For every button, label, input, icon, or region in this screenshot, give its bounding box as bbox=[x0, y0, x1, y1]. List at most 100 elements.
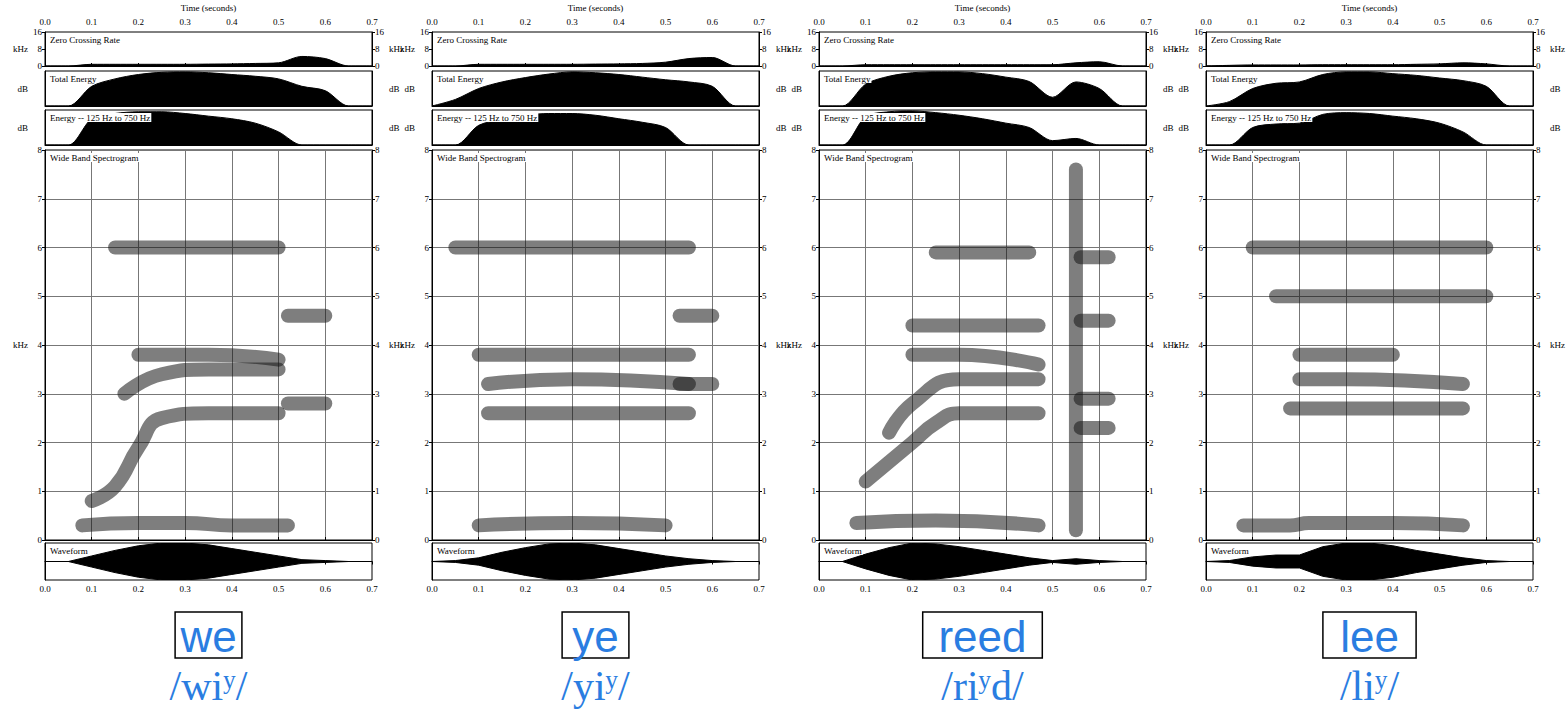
svg-text:Time (seconds): Time (seconds) bbox=[568, 3, 623, 13]
svg-text:0.6: 0.6 bbox=[1481, 584, 1493, 594]
svg-text:2: 2 bbox=[762, 438, 767, 448]
svg-text:dB: dB bbox=[17, 84, 28, 94]
svg-text:Wide Band Spectrogram: Wide Band Spectrogram bbox=[50, 153, 139, 163]
svg-text:0.1: 0.1 bbox=[473, 584, 484, 594]
svg-text:0.1: 0.1 bbox=[473, 17, 484, 27]
svg-text:8: 8 bbox=[812, 44, 817, 54]
svg-text:3: 3 bbox=[1536, 389, 1541, 399]
svg-text:0.4: 0.4 bbox=[1387, 17, 1399, 27]
svg-text:dB: dB bbox=[1550, 123, 1561, 133]
svg-text:dB: dB bbox=[1550, 84, 1561, 94]
svg-text:8: 8 bbox=[812, 145, 817, 155]
svg-text:0.0: 0.0 bbox=[426, 17, 438, 27]
svg-text:kHz: kHz bbox=[787, 44, 802, 54]
svg-text:5: 5 bbox=[812, 291, 817, 301]
svg-text:3: 3 bbox=[762, 389, 767, 399]
svg-text:Wide Band Spectrogram: Wide Band Spectrogram bbox=[437, 153, 526, 163]
svg-text:7: 7 bbox=[1149, 194, 1154, 204]
svg-text:0.7: 0.7 bbox=[753, 17, 765, 27]
svg-text:Waveform: Waveform bbox=[50, 546, 88, 556]
svg-text:8: 8 bbox=[762, 44, 767, 54]
svg-text:16: 16 bbox=[762, 27, 772, 37]
svg-text:Total Energy: Total Energy bbox=[437, 74, 484, 84]
svg-text:0: 0 bbox=[1199, 61, 1204, 71]
svg-text:kHz: kHz bbox=[400, 44, 415, 54]
svg-text:7: 7 bbox=[1536, 194, 1541, 204]
svg-text:0.5: 0.5 bbox=[273, 584, 285, 594]
svg-text:0.6: 0.6 bbox=[707, 584, 719, 594]
svg-text:1: 1 bbox=[812, 486, 817, 496]
svg-text:4: 4 bbox=[762, 340, 767, 350]
svg-text:Total Energy: Total Energy bbox=[50, 74, 97, 84]
svg-text:dB: dB bbox=[404, 84, 415, 94]
svg-text:5: 5 bbox=[1149, 291, 1154, 301]
svg-text:0.0: 0.0 bbox=[39, 17, 51, 27]
svg-text:dB: dB bbox=[791, 84, 802, 94]
svg-text:1: 1 bbox=[1149, 486, 1154, 496]
svg-text:0.0: 0.0 bbox=[813, 17, 825, 27]
svg-text:kHz: kHz bbox=[1174, 44, 1189, 54]
svg-text:16: 16 bbox=[807, 27, 817, 37]
svg-text:0.7: 0.7 bbox=[366, 584, 378, 594]
svg-text:0.2: 0.2 bbox=[1294, 17, 1305, 27]
svg-text:8: 8 bbox=[38, 44, 43, 54]
svg-text:0.1: 0.1 bbox=[86, 584, 97, 594]
svg-text:0.2: 0.2 bbox=[133, 17, 144, 27]
svg-text:1: 1 bbox=[375, 486, 380, 496]
svg-text:dB: dB bbox=[17, 123, 28, 133]
svg-text:0.7: 0.7 bbox=[1527, 584, 1539, 594]
svg-text:0.6: 0.6 bbox=[320, 584, 332, 594]
svg-text:Total Energy: Total Energy bbox=[824, 74, 871, 84]
svg-text:0.1: 0.1 bbox=[860, 584, 871, 594]
svg-text:dB: dB bbox=[1163, 123, 1174, 133]
svg-text:16: 16 bbox=[1194, 27, 1204, 37]
svg-text:1: 1 bbox=[762, 486, 767, 496]
svg-text:Zero Crossing Rate: Zero Crossing Rate bbox=[824, 35, 894, 45]
svg-text:0.4: 0.4 bbox=[1000, 17, 1012, 27]
svg-text:0.3: 0.3 bbox=[567, 584, 579, 594]
svg-text:0.0: 0.0 bbox=[39, 584, 51, 594]
svg-text:3: 3 bbox=[375, 389, 380, 399]
svg-text:lee: lee bbox=[1340, 612, 1399, 661]
svg-text:0.0: 0.0 bbox=[1200, 584, 1212, 594]
svg-text:4: 4 bbox=[425, 340, 430, 350]
svg-text:16: 16 bbox=[1536, 27, 1546, 37]
svg-text:0: 0 bbox=[812, 535, 817, 545]
svg-text:8: 8 bbox=[425, 44, 430, 54]
svg-text:8: 8 bbox=[425, 145, 430, 155]
svg-text:ye: ye bbox=[572, 612, 618, 661]
svg-text:0.3: 0.3 bbox=[954, 17, 966, 27]
svg-text:kHz: kHz bbox=[400, 340, 415, 350]
svg-text:5: 5 bbox=[1199, 291, 1204, 301]
svg-text:3: 3 bbox=[38, 389, 43, 399]
svg-text:0.7: 0.7 bbox=[366, 17, 378, 27]
svg-text:0: 0 bbox=[812, 61, 817, 71]
svg-text:0.1: 0.1 bbox=[1247, 584, 1258, 594]
svg-text:Zero Crossing Rate: Zero Crossing Rate bbox=[437, 35, 507, 45]
svg-text:7: 7 bbox=[38, 194, 43, 204]
svg-text:0: 0 bbox=[762, 535, 767, 545]
svg-text:0.1: 0.1 bbox=[860, 17, 871, 27]
svg-text:dB: dB bbox=[404, 123, 415, 133]
svg-text:Energy -- 125 Hz to 750 Hz: Energy -- 125 Hz to 750 Hz bbox=[437, 113, 537, 123]
svg-text:0: 0 bbox=[425, 61, 430, 71]
svg-text:3: 3 bbox=[812, 389, 817, 399]
svg-text:kHz: kHz bbox=[13, 340, 28, 350]
svg-text:/yiʸ/: /yiʸ/ bbox=[561, 663, 630, 709]
svg-text:0.4: 0.4 bbox=[613, 17, 625, 27]
svg-text:0.5: 0.5 bbox=[660, 584, 672, 594]
svg-text:2: 2 bbox=[1199, 438, 1204, 448]
svg-text:2: 2 bbox=[375, 438, 380, 448]
svg-text:0.4: 0.4 bbox=[1387, 584, 1399, 594]
svg-text:0.5: 0.5 bbox=[1047, 584, 1059, 594]
svg-text:8: 8 bbox=[1149, 44, 1154, 54]
svg-text:0.3: 0.3 bbox=[567, 17, 579, 27]
svg-text:8: 8 bbox=[1199, 145, 1204, 155]
svg-text:16: 16 bbox=[1149, 27, 1159, 37]
svg-text:kHz: kHz bbox=[1550, 44, 1565, 54]
svg-text:Waveform: Waveform bbox=[1211, 546, 1249, 556]
svg-text:6: 6 bbox=[1199, 243, 1204, 253]
svg-text:0: 0 bbox=[1536, 61, 1541, 71]
svg-text:0.0: 0.0 bbox=[1200, 17, 1212, 27]
svg-text:dB: dB bbox=[776, 123, 787, 133]
